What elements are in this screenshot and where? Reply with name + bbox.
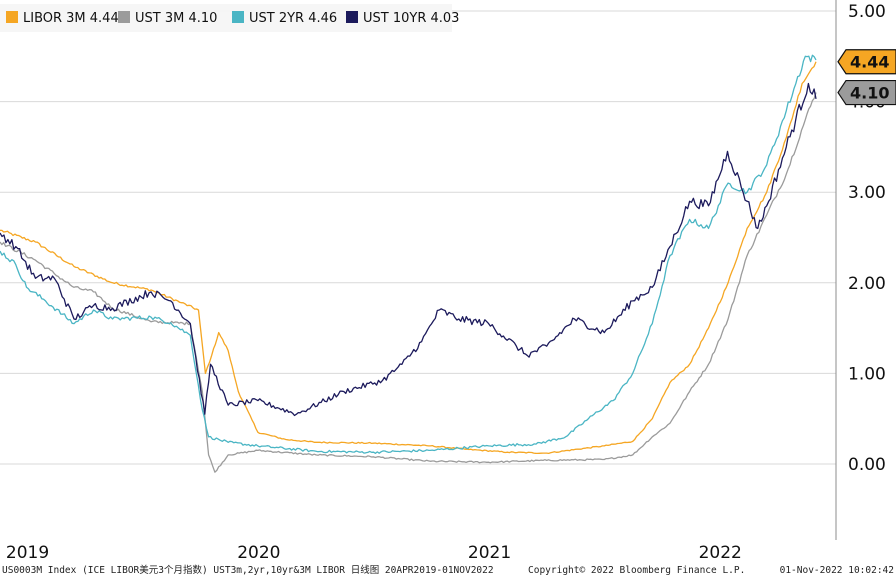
legend-item: UST 10YR 4.03 [346,11,459,26]
legend-box [0,4,452,32]
y-tick-label: 3.00 [848,183,886,203]
x-tick-label: 2022 [699,543,742,563]
legend-label: LIBOR 3M 4.44 [23,11,119,26]
last-value-tag: 4.10 [837,79,896,106]
legend: LIBOR 3M 4.44 UST 3M 4.10 UST 2YR 4.46 UST … [0,4,459,32]
legend-swatch [6,11,18,23]
x-tick-label: 2019 [6,543,49,563]
legend-swatch [346,11,358,23]
x-axis-ticks: 2019 2020 2021 2022 [6,543,742,563]
last-value-tag-text: 4.10 [850,84,889,103]
series-layer [0,54,817,473]
x-tick-label: 2020 [237,543,280,563]
last-value-tags: 4.44 4.10 [837,49,896,106]
last-value-tag: 4.44 [837,49,896,75]
legend-label: UST 3M 4.10 [135,11,217,26]
footer: US0003M Index (ICE LIBOR美元3个月指数) UST3m,2… [2,564,894,576]
legend-label: UST 10YR 4.03 [363,11,459,26]
legend-item: UST 2YR 4.46 [232,11,337,26]
last-value-tag-text: 4.44 [850,53,889,72]
footer-timestamp: 01-Nov-2022 10:02:42 [780,565,894,576]
x-tick-label: 2021 [468,543,511,563]
legend-item: LIBOR 3M 4.44 [6,11,119,26]
footer-copyright: Copyright© 2022 Bloomberg Finance L.P. [528,565,745,576]
legend-label: UST 2YR 4.46 [249,11,337,26]
footer-left: US0003M Index (ICE LIBOR美元3个月指数) UST3m,2… [2,564,494,576]
legend-swatch [232,11,244,23]
series-line-ust-2yr [0,54,817,454]
legend-item: UST 3M 4.10 [118,11,217,26]
y-tick-label: 5.00 [848,2,886,22]
series-line-libor-3m [0,61,817,455]
y-tick-label: 1.00 [848,364,886,384]
series-line-ust-10yr [0,82,817,417]
y-tick-label: 0.00 [848,455,886,475]
legend-swatch [118,11,130,23]
y-tick-label: 2.00 [848,274,886,294]
